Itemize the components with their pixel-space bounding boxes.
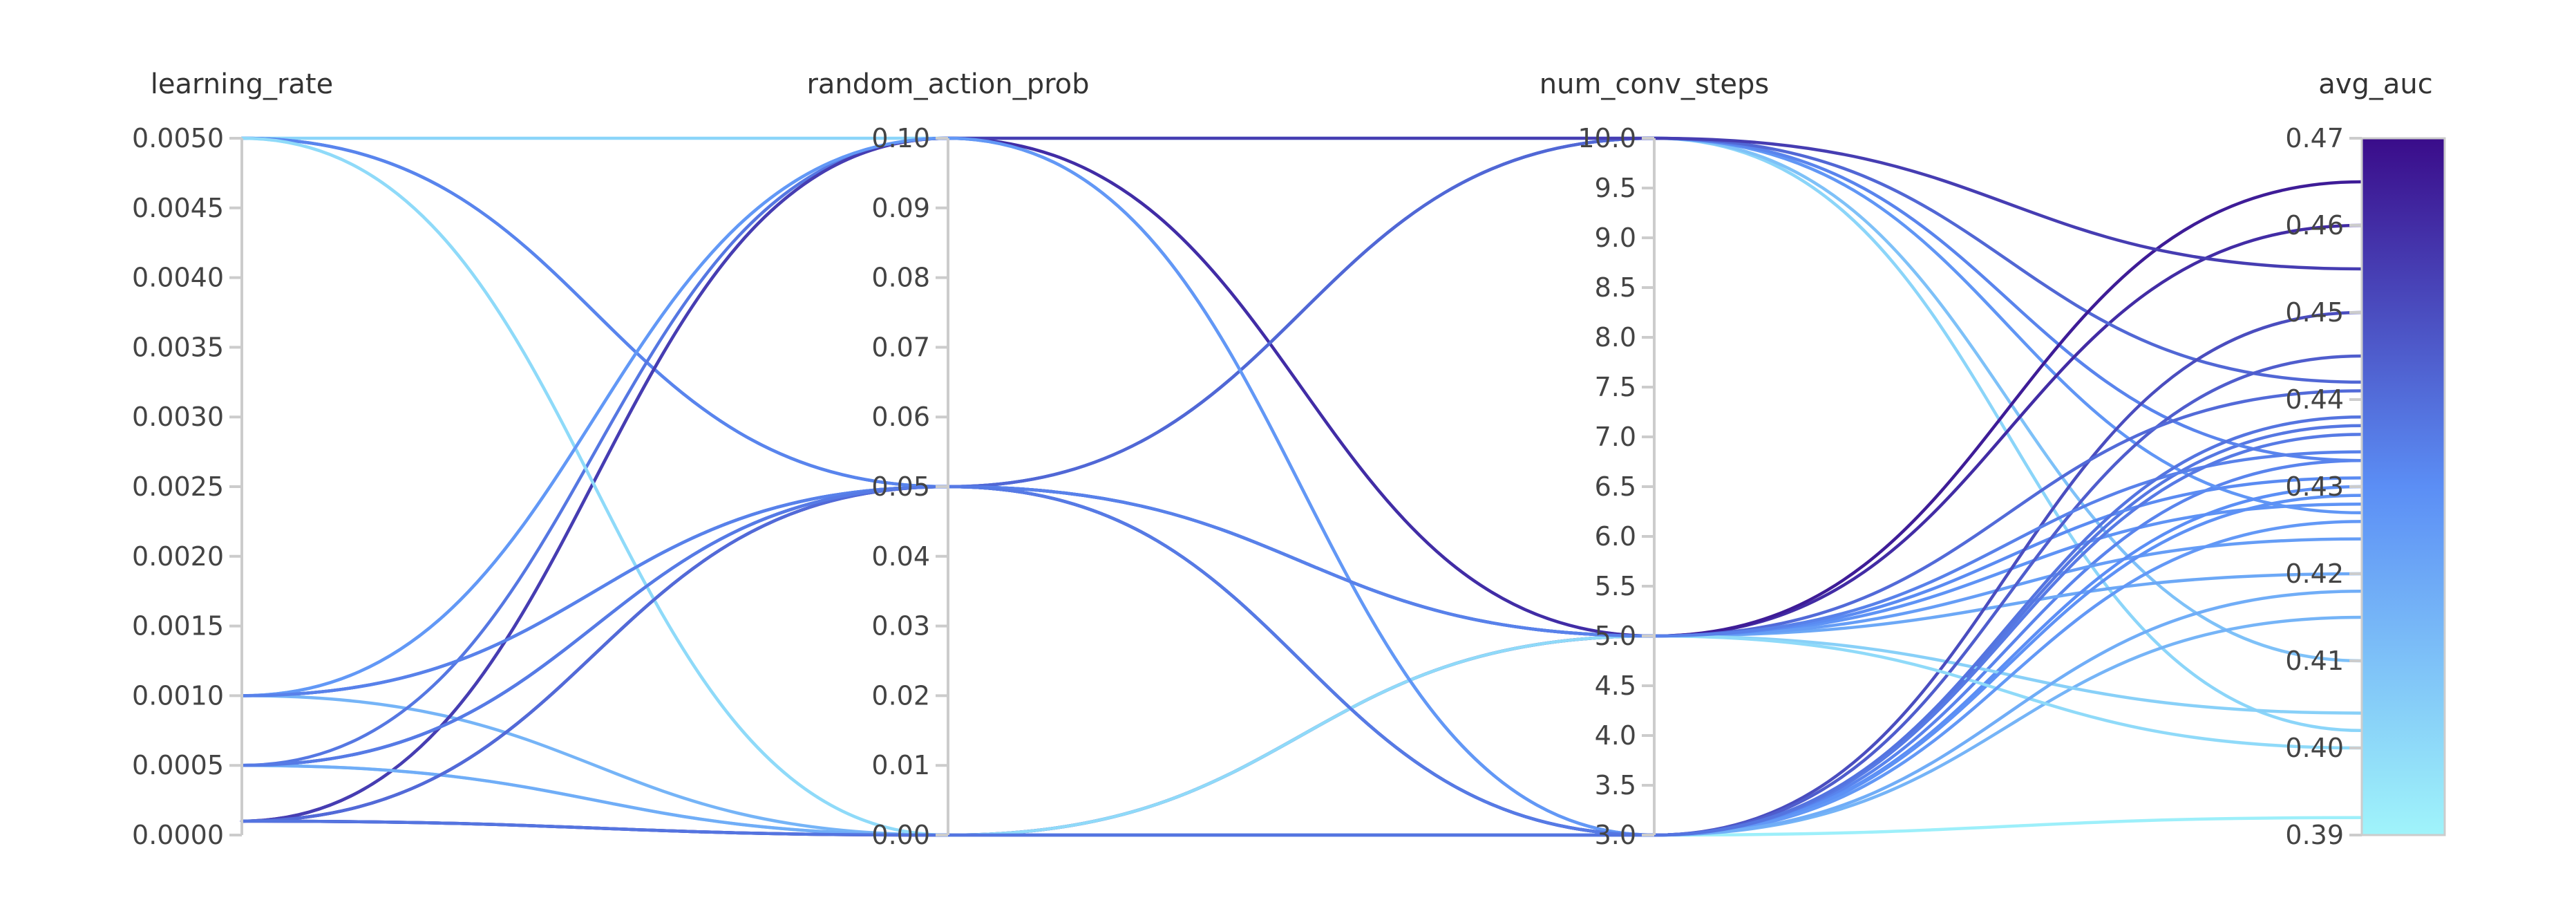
tick-label: 0.0035: [132, 332, 224, 362]
tick-label: 0.06: [871, 402, 930, 432]
tick-label: 0.46: [2285, 210, 2344, 241]
tick-label: 0.43: [2285, 471, 2344, 502]
tick-label: 0.0010: [132, 680, 224, 711]
tick-label: 0.41: [2285, 646, 2344, 676]
tick-label: 0.04: [871, 541, 930, 572]
run-line-24[interactable]: [240, 389, 2364, 823]
tick-label: 5.5: [1595, 571, 1636, 601]
run-line-26[interactable]: [240, 433, 2364, 837]
run-line-20[interactable]: [240, 136, 2364, 823]
tick-label: 6.0: [1595, 521, 1636, 552]
tick-label: 7.5: [1595, 372, 1636, 402]
axis-title[interactable]: avg_auc: [2318, 68, 2432, 100]
run-line-22[interactable]: [240, 136, 2364, 837]
axis-random_action_prob: random_action_prob 0.00 0.01 0.02 0.03 0.04 0.…: [806, 68, 1089, 850]
run-line-16[interactable]: [240, 136, 2364, 823]
axis-title[interactable]: learning_rate: [151, 68, 333, 100]
tick-label: 0.0040: [132, 263, 224, 293]
run-line-27[interactable]: [240, 415, 2364, 837]
tick-label: 0.07: [871, 332, 930, 362]
tick-label: 0.40: [2285, 733, 2344, 763]
axis-title[interactable]: num_conv_steps: [1540, 68, 1770, 100]
run-line-0[interactable]: [240, 136, 2364, 733]
tick-label: 0.01: [871, 750, 930, 780]
tick-label: 10.0: [1578, 123, 1636, 153]
tick-label: 0.02: [871, 680, 930, 711]
tick-label: 4.5: [1595, 671, 1636, 701]
tick-label: 9.0: [1595, 223, 1636, 253]
tick-label: 0.0005: [132, 750, 224, 780]
run-line-8[interactable]: [240, 615, 2364, 837]
tick-label: 0.45: [2285, 297, 2344, 328]
tick-label: 0.0030: [132, 402, 224, 432]
axis-learning_rate: learning_rate 0.0000 0.0005 0.0010 0.0015 0.0…: [132, 68, 333, 850]
tick-label: 0.44: [2285, 384, 2344, 415]
tick-label: 0.08: [871, 263, 930, 293]
tick-label: 9.5: [1595, 173, 1636, 203]
colorbar: [2360, 137, 2446, 836]
tick-label: 0.0000: [132, 820, 224, 850]
tick-label: 8.5: [1595, 272, 1636, 303]
tick-label: 0.10: [871, 123, 930, 153]
tick-label: 0.05: [871, 471, 930, 502]
tick-label: 8.0: [1595, 322, 1636, 353]
tick-label: 3.5: [1595, 770, 1636, 800]
tick-label: 4.0: [1595, 720, 1636, 751]
tick-label: 0.09: [871, 193, 930, 223]
run-line-25[interactable]: [240, 450, 2364, 697]
tick-label: 0.39: [2285, 820, 2344, 850]
tick-label: 0.03: [871, 611, 930, 641]
axis-num_conv_steps: num_conv_steps 3.0 3.5 4.0 4.5 5.0 5.5 6.0 6.5 7.…: [1540, 68, 1770, 850]
tick-label: 0.0050: [132, 123, 224, 153]
run-line-21[interactable]: [240, 136, 2364, 837]
tick-label: 0.0020: [132, 541, 224, 572]
tick-label: 0.0015: [132, 611, 224, 641]
tick-label: 0.00: [871, 820, 930, 850]
tick-label: 3.0: [1595, 820, 1636, 850]
tick-label: 0.47: [2285, 123, 2344, 153]
colorbar-gradient: [2360, 137, 2446, 836]
tick-label: 0.42: [2285, 559, 2344, 589]
tick-label: 6.5: [1595, 471, 1636, 502]
tick-label: 0.0045: [132, 193, 224, 223]
tick-label: 7.0: [1595, 422, 1636, 452]
run-line-15[interactable]: [240, 136, 2364, 823]
tick-label: 0.0025: [132, 471, 224, 502]
axis-avg_auc: avg_auc 0.39 0.40 0.41 0.42 0.43 0.44 0.45 0.46 0…: [2285, 68, 2432, 850]
tick-label: 5.0: [1595, 621, 1636, 651]
axes: learning_rate 0.0000 0.0005 0.0010 0.0015 0.0…: [132, 68, 2433, 850]
run-lines: [240, 136, 2364, 837]
axis-title[interactable]: random_action_prob: [806, 68, 1089, 100]
